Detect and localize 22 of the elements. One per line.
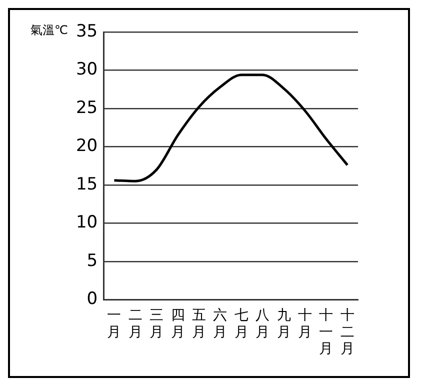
x-tick-label: 一月 [107, 308, 122, 340]
y-tick-label: 15 [76, 174, 98, 194]
x-tick-label: 二月 [128, 308, 142, 340]
x-tick-label: 七月 [234, 308, 248, 340]
y-tick-label: 5 [86, 250, 98, 271]
x-tick-label: 六月 [213, 308, 228, 340]
x-tick-label: 四月 [170, 308, 185, 340]
y-tick-label: 35 [76, 21, 98, 42]
y-tick-label: 20 [76, 136, 98, 156]
y-tick-label: 10 [76, 212, 98, 233]
y-tick-label: 25 [76, 98, 98, 118]
x-tick-label: 九月 [276, 308, 291, 340]
y-tick-label: 0 [86, 289, 98, 310]
x-tick-label: 八月 [256, 308, 270, 340]
x-tick-label: 十二月 [340, 308, 354, 358]
line-series [112, 74, 349, 182]
x-tick-label: 三月 [150, 308, 164, 340]
x-tick-label: 十月 [298, 308, 312, 340]
y-axis-title: 氣溫℃ [30, 23, 68, 38]
x-tick-label: 五月 [192, 308, 206, 340]
x-tick-label: 十一月 [319, 308, 334, 358]
y-tick-label: 30 [76, 60, 98, 80]
